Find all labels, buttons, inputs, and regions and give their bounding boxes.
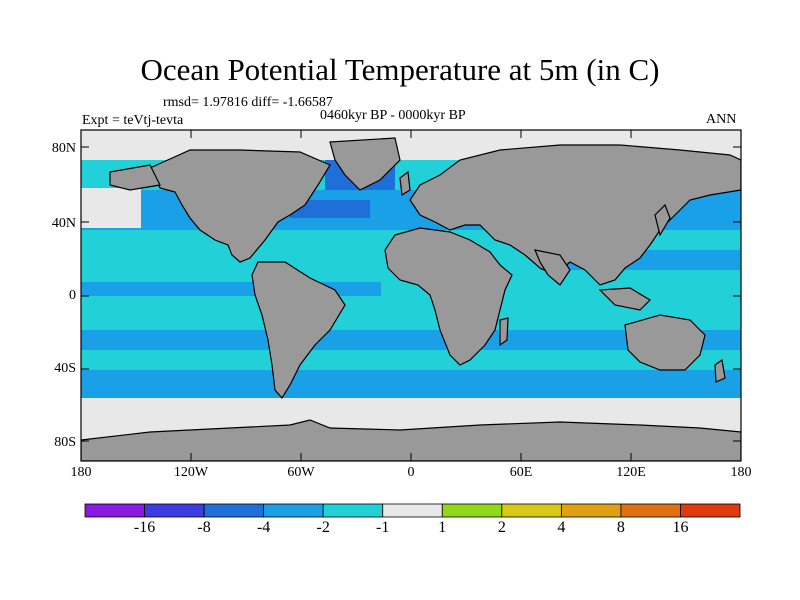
colorbar-swatch (263, 503, 324, 518)
colorbar-label: -4 (256, 519, 271, 536)
colorbar-swatch (620, 503, 681, 518)
colorbar-label: -2 (316, 519, 330, 536)
land (81, 137, 741, 461)
colorbar-swatch (144, 503, 205, 518)
alaska (109, 164, 161, 191)
colorbar (84, 503, 741, 518)
colorbar-label: -16 (133, 519, 156, 536)
southeast-asia-islands (598, 287, 651, 311)
greenland (329, 137, 401, 191)
lon-label: 180 (730, 465, 752, 480)
colorbar-label: 8 (616, 519, 625, 536)
colorbar-label: -1 (376, 519, 390, 536)
antarctica (81, 419, 741, 461)
lat-label: 40S (54, 361, 76, 376)
lat-label: 40N (51, 216, 76, 231)
stats-text: rmsd= 1.97816 diff= -1.66587 (163, 95, 333, 110)
madagascar (499, 317, 509, 347)
colorbar-label: 2 (497, 519, 506, 536)
colorbar-swatch (322, 503, 384, 518)
season-text: ANN (706, 112, 737, 127)
colorbar-swatch (203, 503, 265, 518)
south-america (251, 261, 346, 400)
lat-label: 80S (54, 435, 76, 450)
lon-label: 0 (407, 465, 415, 480)
map-area (81, 130, 741, 461)
lat-label: 0 (69, 288, 76, 303)
colorbar-swatch (560, 503, 622, 518)
north-america (149, 149, 331, 263)
colorbar-label: 16 (672, 519, 689, 536)
lon-label: 60E (509, 465, 533, 480)
lon-label: 120E (616, 465, 646, 480)
lon-label: 120W (173, 465, 209, 480)
colorbar-label: 1 (438, 519, 447, 536)
period-text: 0460kyr BP - 0000kyr BP (320, 108, 466, 123)
axis-ticks (81, 130, 741, 461)
colorbar-swatch (501, 503, 562, 518)
colorbar-label: 4 (557, 519, 566, 536)
india (534, 249, 571, 286)
lon-label: 180 (70, 465, 92, 480)
colorbar-swatch (441, 503, 503, 518)
british-isles (399, 170, 411, 197)
eurasia (409, 144, 741, 286)
colorbar-swatch (84, 503, 145, 518)
japan (654, 203, 671, 237)
colorbar-label: -8 (197, 519, 211, 536)
lon-label: 60W (287, 465, 315, 480)
colorbar-swatch (382, 503, 443, 518)
lat-label: 80N (51, 141, 76, 156)
chart-title: Ocean Potential Temperature at 5m (in C) (140, 52, 660, 87)
colorbar-swatch (680, 503, 741, 518)
experiment-text: Expt = teVtj-tevta (82, 113, 184, 128)
australia (624, 314, 706, 371)
africa (384, 227, 513, 366)
new-zealand (714, 358, 726, 383)
